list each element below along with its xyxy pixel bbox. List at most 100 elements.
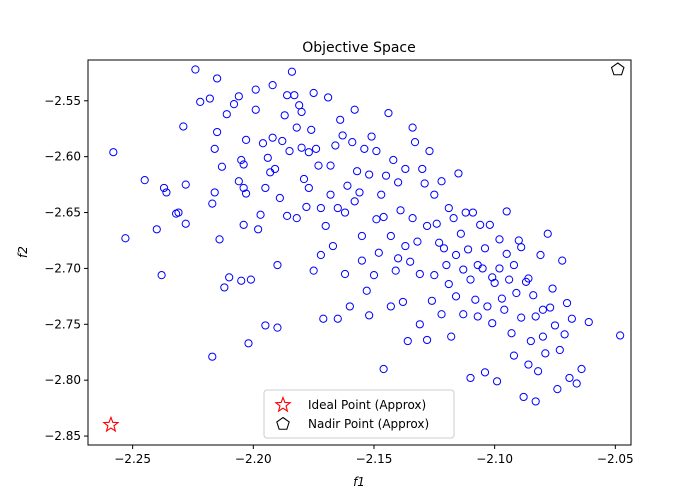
data-point: [536, 250, 545, 260]
data-point: [577, 364, 586, 374]
y-axis: −2.55 −2.60 −2.65 −2.70 −2.75 −2.80 −2.85: [44, 94, 88, 443]
data-point: [439, 244, 449, 253]
plot-frame: [87, 59, 632, 446]
data-point: [480, 368, 490, 377]
data-point: [340, 269, 350, 279]
data-point: [572, 379, 581, 388]
x-axis: −2.25 −2.20 −2.15 −2.10 −2.05: [114, 445, 634, 466]
data-point: [420, 179, 429, 188]
data-point: [442, 260, 451, 270]
data-point: [483, 302, 492, 311]
data-point: [555, 345, 564, 355]
data-point: [437, 310, 446, 319]
data-point: [350, 105, 359, 114]
data-point: [208, 352, 217, 361]
data-point: [307, 125, 316, 134]
data-point: [357, 256, 367, 265]
y-tick-label: −2.60: [44, 150, 81, 164]
data-point: [418, 164, 427, 174]
data-point: [234, 92, 243, 101]
data-point: [283, 211, 292, 220]
data-point: [451, 292, 461, 301]
data-point: [422, 335, 432, 345]
data-point: [444, 203, 453, 213]
data-point: [360, 144, 369, 153]
data-point: [246, 275, 255, 284]
data-point: [270, 164, 280, 174]
data-point: [355, 188, 364, 197]
x-tick-label: −2.15: [356, 452, 393, 466]
data-point: [473, 312, 482, 321]
data-point: [210, 144, 219, 153]
data-point: [531, 312, 540, 321]
data-point: [365, 311, 374, 320]
data-point: [174, 208, 183, 217]
data-point: [258, 139, 268, 148]
data-point: [275, 193, 284, 203]
data-point: [162, 188, 171, 197]
data-point: [386, 302, 395, 311]
data-point: [468, 208, 478, 217]
data-point: [435, 238, 444, 247]
data-point: [241, 135, 251, 145]
data-point: [220, 283, 229, 292]
data-point: [531, 397, 540, 406]
data-point: [239, 160, 248, 169]
data-point: [616, 331, 625, 340]
data-point: [208, 199, 217, 208]
data-point: [381, 171, 391, 180]
data-point: [345, 302, 354, 311]
star-marker-icon: [274, 395, 292, 413]
data-point: [459, 265, 468, 274]
legend-item-nadir: Nadir Point (Approx): [276, 416, 429, 431]
data-point: [553, 385, 562, 394]
data-point: [314, 161, 323, 170]
data-point: [379, 212, 388, 222]
data-point: [234, 177, 243, 186]
data-point: [239, 183, 248, 193]
data-point: [526, 336, 535, 346]
data-point: [391, 266, 400, 275]
data-point: [261, 183, 270, 193]
data-point: [584, 317, 593, 327]
data-point: [471, 295, 480, 304]
data-point: [519, 392, 528, 402]
x-axis-label: f1: [353, 475, 365, 489]
data-point: [251, 85, 260, 94]
data-point: [509, 351, 519, 360]
data-point: [444, 279, 453, 289]
data-point: [497, 294, 506, 303]
data-point: [377, 190, 386, 199]
data-point: [352, 167, 362, 176]
data-point: [422, 221, 432, 231]
y-tick-label: −2.80: [44, 373, 81, 387]
data-point: [517, 313, 526, 322]
data-point: [251, 105, 260, 114]
data-point: [533, 367, 543, 376]
ideal-point-star-icon: [102, 415, 120, 433]
data-point: [466, 275, 475, 284]
data-point: [348, 138, 357, 147]
data-point: [336, 115, 345, 124]
data-point: [285, 146, 294, 156]
data-point: [403, 336, 412, 346]
data-point: [333, 203, 342, 213]
data-point: [280, 111, 289, 120]
data-point: [517, 243, 526, 252]
data-point: [217, 162, 227, 171]
x-tick-label: −2.05: [597, 452, 634, 466]
data-point: [159, 183, 169, 193]
data-point: [241, 189, 251, 198]
legend: Ideal Point (Approx) Nadir Point (Approx…: [263, 389, 455, 439]
data-point: [309, 88, 318, 98]
pentagon-marker-icon: [276, 416, 290, 430]
data-point: [297, 107, 306, 117]
data-point: [502, 207, 511, 216]
data-point: [263, 153, 272, 162]
data-point: [302, 202, 311, 212]
data-point: [261, 321, 270, 330]
data-point: [268, 81, 277, 90]
x-tick-label: −2.20: [235, 452, 272, 466]
data-point: [321, 221, 330, 231]
